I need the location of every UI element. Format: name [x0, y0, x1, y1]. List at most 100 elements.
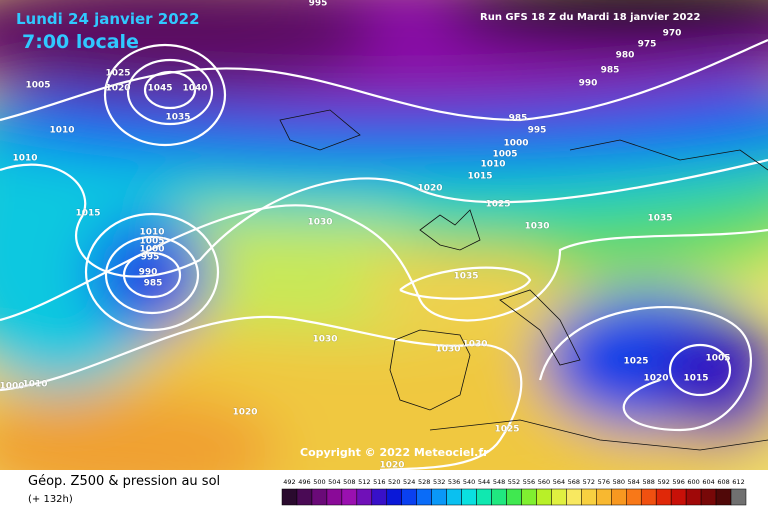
- scale-swatch: [311, 488, 328, 506]
- scale-swatch: [416, 488, 432, 506]
- scale-swatch: [536, 488, 552, 506]
- scale-label: 592: [657, 478, 669, 486]
- scale-label: 548: [493, 478, 505, 486]
- scale-label: 564: [553, 478, 565, 486]
- scale-swatch: [476, 488, 492, 506]
- scale-label: 552: [508, 478, 520, 486]
- scale-label: 516: [373, 478, 385, 486]
- coastlines: [279, 109, 768, 451]
- scale-swatch: [521, 488, 537, 506]
- scale-swatch: [611, 488, 627, 506]
- time: 7:00 locale: [22, 31, 139, 53]
- isobar-label: 1020: [379, 461, 404, 471]
- scale-label: 580: [613, 478, 625, 486]
- scale-swatch: [715, 488, 732, 506]
- isobar-label: 1000: [139, 245, 164, 255]
- isobar-label: 1015: [467, 172, 492, 182]
- isobar-label: 970: [663, 29, 682, 39]
- scale-swatch: [431, 488, 447, 506]
- isobars: [0, 38, 768, 470]
- scale-swatch: [386, 488, 402, 506]
- scale-swatch: [371, 488, 388, 506]
- scale-swatch: [655, 488, 672, 506]
- scale-label: 544: [478, 478, 490, 486]
- scale-swatch: [341, 488, 358, 506]
- copyright: Copyright © 2022 Meteociel.fr: [300, 446, 489, 459]
- scale-label: 524: [403, 478, 415, 486]
- isobar-label: 1005: [492, 150, 517, 160]
- scale-label: 520: [388, 478, 400, 486]
- scale-label: 608: [717, 478, 729, 486]
- isobar-label: 1030: [435, 345, 460, 355]
- isobar-label: 1040: [182, 84, 207, 94]
- scale-swatch: [446, 488, 462, 506]
- scale-swatch: [551, 488, 567, 506]
- isobar-label: 1000: [0, 382, 25, 392]
- scale-label: 500: [313, 478, 325, 486]
- lead-time: (+ 132h): [28, 494, 73, 505]
- scale-swatch: [670, 488, 687, 506]
- isobar-label: 1020: [105, 84, 130, 94]
- scale-label: 576: [598, 478, 610, 486]
- isobar-label: 1035: [453, 272, 478, 282]
- scale-label: 568: [568, 478, 580, 486]
- scale-swatch: [326, 488, 343, 506]
- isobar-label: 1015: [683, 374, 708, 384]
- isobar-label: 1000: [503, 139, 528, 149]
- isobar-label: 980: [616, 51, 635, 61]
- scale-label: 540: [463, 478, 475, 486]
- scale-label: 508: [343, 478, 355, 486]
- scale-label: 528: [418, 478, 430, 486]
- isobar-label: 1025: [623, 357, 648, 367]
- isobar-label: 1025: [485, 200, 510, 210]
- scale-label: 504: [328, 478, 340, 486]
- isobar-label: 985: [601, 66, 620, 76]
- scale-swatch: [640, 488, 657, 506]
- scale-swatch: [596, 488, 612, 506]
- isobar-label: 1010: [49, 126, 74, 136]
- scale-swatch: [730, 488, 747, 506]
- isobar-label: 1030: [524, 222, 549, 232]
- isobar-label: 1025: [494, 425, 519, 435]
- isobar-label: 1010: [139, 228, 164, 238]
- isobar-label: 995: [141, 253, 160, 263]
- scale-swatch: [581, 488, 597, 506]
- scale-label: 560: [538, 478, 550, 486]
- isobar-label: 1020: [643, 374, 668, 384]
- scale-swatch: [506, 488, 522, 506]
- isobar-label: 1010: [22, 380, 47, 390]
- scale-label: 596: [672, 478, 684, 486]
- isobar-label: 1035: [165, 113, 190, 123]
- scale-label: 496: [298, 478, 310, 486]
- scale-swatch: [685, 488, 702, 506]
- scale-swatch: [491, 488, 507, 506]
- run: Run GFS 18 Z du Mardi 18 janvier 2022: [480, 12, 700, 23]
- isobar-label: 1030: [312, 335, 337, 345]
- isobar-label: 990: [139, 268, 158, 278]
- isobar-label: 1020: [232, 408, 257, 418]
- scale-label: 600: [687, 478, 699, 486]
- isobar-label: 1025: [105, 69, 130, 79]
- scale-swatch: [281, 488, 298, 506]
- scale-label: 556: [523, 478, 535, 486]
- scale-swatch: [700, 488, 717, 506]
- isobar-label: 995: [528, 126, 547, 136]
- scale-label: 536: [448, 478, 460, 486]
- isobar-label: 985: [144, 279, 163, 289]
- isobar-label: 975: [638, 40, 657, 50]
- isobar-label: 1005: [705, 354, 730, 364]
- isobar-label: 1010: [480, 160, 505, 170]
- isobar-label: 1015: [75, 209, 100, 219]
- scale-swatch: [626, 488, 642, 506]
- isobar-label: 1030: [307, 218, 332, 228]
- scale-swatch: [401, 488, 417, 506]
- scale-label: 492: [283, 478, 295, 486]
- footer-title: Géop. Z500 & pression au sol: [28, 474, 220, 489]
- scale-swatch: [461, 488, 477, 506]
- color-scale: 492 496 500 504 508 512 516 520 524 528 532 536 540 5…: [281, 478, 747, 506]
- isobar-label: 1005: [25, 81, 50, 91]
